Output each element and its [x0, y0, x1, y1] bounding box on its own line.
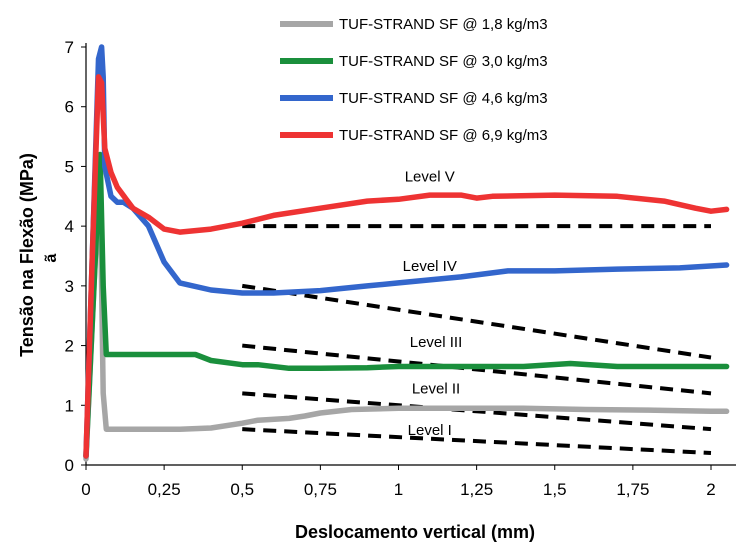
x-tick-label: 0 — [81, 480, 90, 499]
level-label: Level IV — [403, 258, 457, 275]
y-axis-title: Tensão na Flexão (MPa) — [17, 153, 37, 357]
series-line-4 — [83, 74, 730, 459]
axes: 0 1 2 3 4 5 6 7 0 0,25 0,5 0,75 1 1,25 1,5 1,75 2 — [65, 38, 736, 499]
x-tick-label: 1,25 — [460, 480, 493, 499]
y-tick-label: 0 — [65, 456, 74, 475]
level-label: Level III — [410, 334, 463, 351]
legend-label: TUF-STRAND SF @ 1,8 kg/m3 — [339, 16, 548, 33]
level-label: Level V — [405, 168, 455, 185]
y-tick-label: 6 — [65, 98, 74, 117]
x-tick-label: 1,75 — [616, 480, 649, 499]
reference-line-level-i — [242, 427, 712, 456]
series-lines — [83, 44, 730, 462]
y-tick-label: 1 — [65, 396, 74, 415]
series-line-1 — [83, 187, 730, 462]
legend-label: TUF-STRAND SF @ 4,6 kg/m3 — [339, 90, 548, 107]
reference-line-level-iii — [242, 343, 712, 396]
y-tick-label: 3 — [65, 277, 74, 296]
x-tick-label: 0,75 — [304, 480, 337, 499]
y-axis-title-stray-glyph: ã — [43, 253, 60, 262]
legend-label: TUF-STRAND SF @ 3,0 kg/m3 — [339, 53, 548, 70]
reference-line-level-ii — [242, 391, 712, 432]
level-label: Level II — [412, 380, 460, 397]
series-line-2 — [83, 151, 730, 459]
x-tick-label: 2 — [706, 480, 715, 499]
x-axis-title: Deslocamento vertical (mm) — [295, 522, 535, 542]
y-tick-label: 2 — [65, 337, 74, 356]
y-tick-label: 5 — [65, 157, 74, 176]
reference-lines — [241, 224, 712, 456]
reference-labels: Level V Level IV Level III Level II Level I — [403, 168, 463, 439]
y-tick-label: 7 — [65, 38, 74, 57]
x-tick-label: 1,5 — [543, 480, 567, 499]
x-tick-label: 0,5 — [230, 480, 254, 499]
level-label: Level I — [408, 422, 452, 439]
legend-label: TUF-STRAND SF @ 6,9 kg/m3 — [339, 127, 548, 144]
legend: TUF-STRAND SF @ 1,8 kg/m3 TUF-STRAND SF @… — [280, 16, 548, 144]
x-tick-label: 1 — [394, 480, 403, 499]
reference-line-level-iv — [241, 283, 712, 360]
series-line-3 — [83, 44, 730, 459]
x-tick-label: 0,25 — [148, 480, 181, 499]
y-tick-label: 4 — [65, 217, 74, 236]
